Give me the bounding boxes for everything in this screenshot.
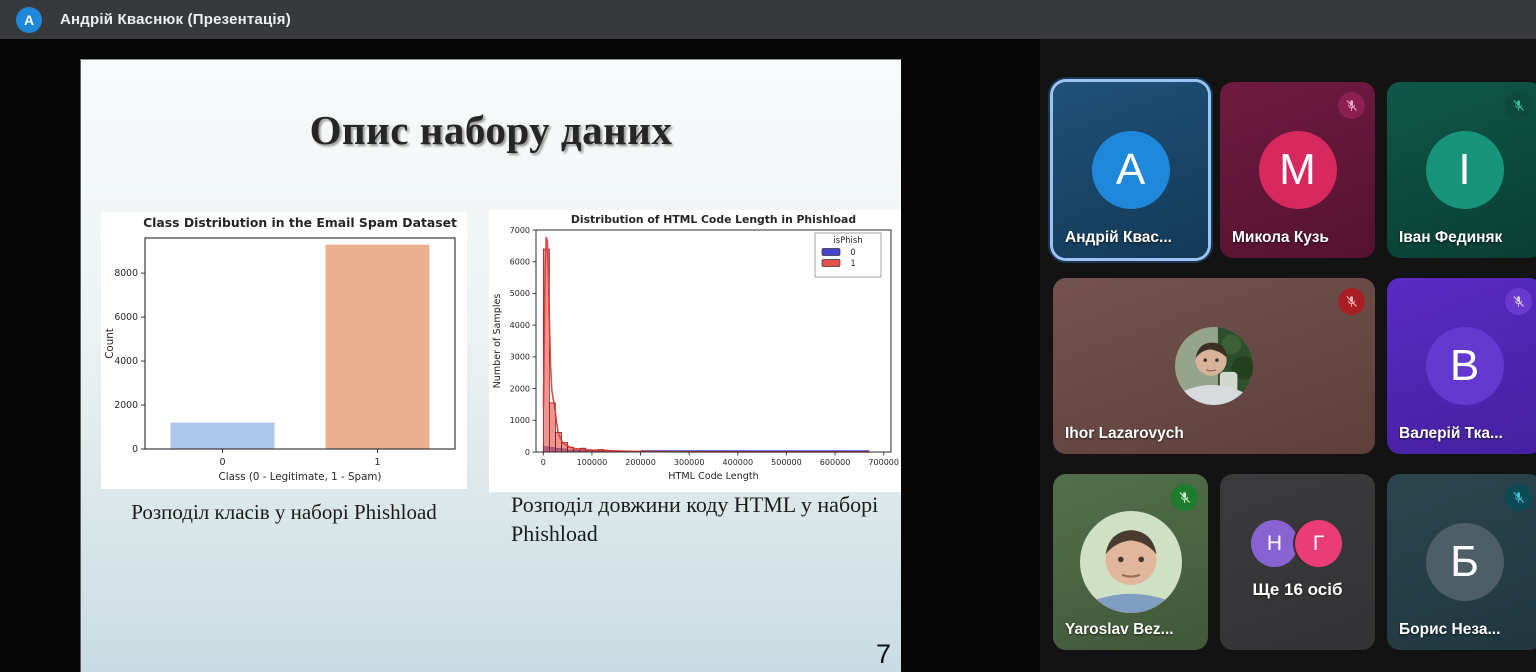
- top-bar: A Андрій Кваснюк (Презентація): [0, 0, 1536, 39]
- x-tick-label: 600000: [820, 458, 851, 467]
- participant-tile[interactable]: Yaroslav Bez...: [1053, 474, 1208, 650]
- participant-name: Ihor Lazarovych: [1065, 425, 1184, 442]
- legend: isPhish 01: [814, 232, 882, 278]
- participant-tile[interactable]: M Микола Кузь: [1220, 82, 1375, 258]
- participant-tile[interactable]: I Іван Фединяк: [1387, 82, 1536, 258]
- y-tick-label: 6000: [510, 258, 530, 267]
- bar-1: [325, 244, 430, 449]
- x-axis-label: HTML Code Length: [668, 471, 758, 482]
- letter-avatar: M: [1258, 131, 1337, 209]
- participant-name: Валерій Тка...: [1399, 425, 1503, 442]
- slide-title: Опис набору даних: [309, 107, 673, 153]
- plot-border: [144, 237, 456, 450]
- legend-swatch-0: [821, 248, 841, 256]
- bar-chart-figure: Class Distribution in the Email Spam Dat…: [101, 212, 467, 489]
- x-tick-label: 0: [541, 458, 546, 467]
- muted-mic-icon: [1338, 92, 1365, 119]
- x-tick-label: 500000: [771, 458, 802, 467]
- bar-chart-svg: Class Distribution in the Email Spam Dat…: [104, 215, 457, 483]
- legend-title: isPhish: [833, 235, 862, 245]
- chart-title: Class Distribution in the Email Spam Dat…: [143, 215, 457, 230]
- y-tick-label: 6000: [114, 312, 138, 323]
- chart-title: Distribution of HTML Code Length in Phis…: [571, 213, 856, 226]
- participant-name: Іван Фединяк: [1399, 229, 1503, 246]
- y-tick-label: 5000: [510, 289, 530, 298]
- participant-name: Микола Кузь: [1232, 229, 1329, 246]
- x-tick-label: 300000: [674, 458, 705, 467]
- y-tick-label: 0: [525, 448, 530, 457]
- participant-tile[interactable]: Ihor Lazarovych: [1053, 278, 1375, 454]
- y-axis-label: Count: [104, 328, 116, 359]
- participant-name: Yaroslav Bez...: [1065, 621, 1174, 638]
- y-tick-label: 2000: [510, 384, 530, 393]
- participant-name: Андрій Квас...: [1065, 229, 1172, 246]
- muted-mic-icon: [1171, 484, 1198, 511]
- y-tick-label: 2000: [114, 400, 138, 411]
- legend-label-0: 0: [850, 247, 855, 257]
- muted-mic-icon: [1505, 484, 1532, 511]
- participant-tile[interactable]: B Валерій Тка...: [1387, 278, 1536, 454]
- x-tick-label: 100000: [577, 458, 608, 467]
- y-axis-label: Number of Samples: [492, 294, 503, 389]
- y-tick-label: 7000: [510, 226, 530, 235]
- group-avatar-1: Г: [1295, 520, 1342, 567]
- ihor-photo-avatar: [1175, 327, 1253, 405]
- x-tick-label: 200000: [625, 458, 656, 467]
- participants-grid: A Андрій Квас... M Микола Кузь I Іван Фединя…: [1053, 82, 1536, 650]
- caption-right: Розподіл довжини коду HTML у наборі Phis…: [511, 492, 879, 547]
- y-tick-label: 4000: [114, 356, 138, 367]
- y-tick-label: 4000: [510, 321, 530, 330]
- slide-page-number: 7: [875, 639, 891, 669]
- muted-mic-icon: [1338, 288, 1365, 315]
- x-tick-label: 700000: [868, 458, 899, 467]
- caption-left: Розподіл класів у наборі Phishload: [131, 500, 437, 524]
- letter-avatar: B: [1425, 327, 1504, 405]
- yaroslav-photo-avatar: [1079, 511, 1182, 613]
- participant-tile[interactable]: Б Борис Неза...: [1387, 474, 1536, 650]
- x-tick-label: 400000: [723, 458, 754, 467]
- x-axis-label: Class (0 - Legitimate, 1 - Spam): [219, 471, 382, 483]
- y-tick-label: 3000: [510, 353, 530, 362]
- muted-mic-icon: [1505, 288, 1532, 315]
- group-avatar-0: Н: [1251, 520, 1298, 567]
- presenter-name: Андрій Кваснюк (Презентація): [60, 11, 291, 28]
- histogram-svg: Distribution of HTML Code Length in Phis…: [492, 213, 899, 482]
- x-tick-label: 1: [374, 457, 380, 468]
- more-people-avatars: Н Г Ще 16 осіб: [1220, 474, 1375, 650]
- muted-mic-icon: [1505, 92, 1532, 119]
- y-tick-label: 1000: [510, 416, 530, 425]
- presentation-slide[interactable]: Опис набору даних Class Distribution in …: [80, 59, 901, 672]
- letter-avatar: A: [1091, 131, 1170, 209]
- participant-tile[interactable]: Н Г Ще 16 осіб: [1220, 474, 1375, 650]
- participant-name: Борис Неза...: [1399, 621, 1501, 638]
- presenter-avatar[interactable]: A: [16, 6, 42, 33]
- letter-avatar: Б: [1425, 523, 1504, 601]
- histogram-figure: Distribution of HTML Code Length in Phis…: [489, 210, 901, 492]
- x-tick-label: 0: [219, 457, 225, 468]
- legend-swatch-1: [821, 259, 841, 267]
- plot-border: [535, 229, 892, 453]
- letter-avatar: I: [1425, 131, 1504, 209]
- presenter-avatar-letter: A: [23, 11, 35, 28]
- y-tick-label: 0: [132, 444, 138, 455]
- hist-tail-isphish-0: [640, 450, 870, 452]
- y-tick-label: 8000: [114, 268, 138, 279]
- more-people-label: Ще 16 осіб: [1252, 580, 1343, 599]
- participant-tile[interactable]: A Андрій Квас...: [1053, 82, 1208, 258]
- bar-0: [170, 422, 275, 449]
- legend-label-1: 1: [850, 258, 855, 268]
